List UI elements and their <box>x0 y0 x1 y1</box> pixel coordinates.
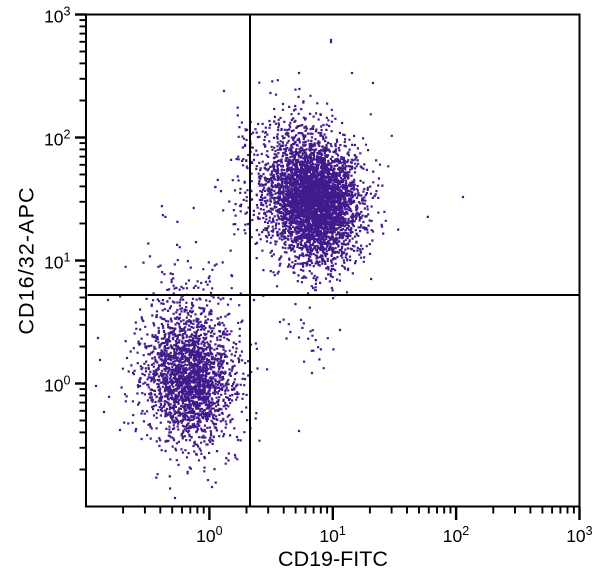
svg-text:CD16/32-APC: CD16/32-APC <box>15 186 39 334</box>
svg-text:CD19-FITC: CD19-FITC <box>278 547 388 571</box>
